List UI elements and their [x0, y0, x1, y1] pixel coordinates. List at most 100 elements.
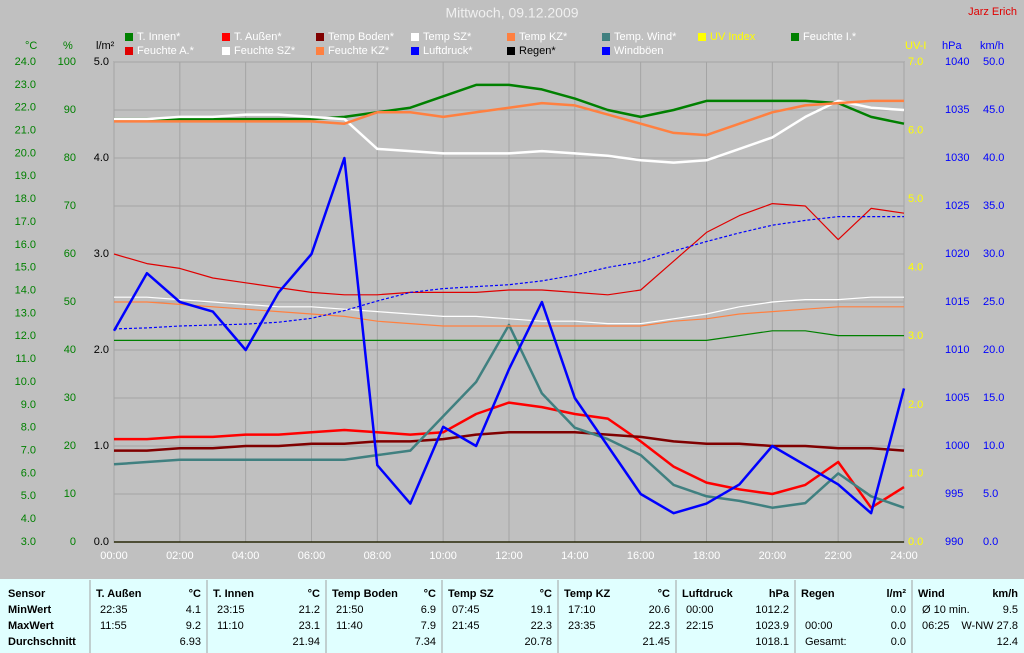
legend-label: T. Außen*: [234, 31, 282, 43]
y-tick-label: 18.0: [15, 193, 36, 205]
series-line: [114, 99, 905, 164]
cell-value: 23.1: [299, 620, 320, 632]
row-label: MaxWert: [8, 620, 54, 632]
y-tick-label: 1040: [945, 56, 969, 68]
legend-swatch: [507, 33, 515, 41]
cell-value: 0.0: [891, 636, 906, 648]
row-label: Sensor: [8, 588, 46, 600]
y-tick-label: 6.0: [21, 467, 36, 479]
cell-value: 0.0: [891, 620, 906, 632]
x-tick-label: 10:00: [429, 550, 457, 562]
legend-label: Temp SZ*: [423, 31, 472, 43]
cell-left: 22:35: [100, 604, 128, 616]
x-tick-label: 14:00: [561, 550, 589, 562]
y-tick-label: 5.0: [983, 488, 998, 500]
y-tick-label: 20: [64, 440, 76, 452]
cell-left: 11:40: [336, 620, 363, 632]
y-tick-label: 9.0: [21, 399, 36, 411]
x-tick-label: 24:00: [890, 550, 918, 562]
cell-value: 9.5: [1003, 604, 1018, 616]
y-tick-label: 20.0: [15, 147, 36, 159]
legend-label: Feuchte SZ*: [234, 45, 296, 57]
series-line: [114, 330, 904, 341]
column-name: Temp KZ: [564, 588, 611, 600]
y-tick-label: 7.0: [21, 444, 36, 456]
legend-swatch: [698, 33, 706, 41]
cell-left: 07:45: [452, 604, 480, 616]
y-tick-label: 1000: [945, 440, 969, 452]
cell-value: 12.4: [997, 636, 1018, 648]
y-tick-label: 6.0: [908, 124, 923, 136]
y-tick-label: 3.0: [908, 330, 923, 342]
x-tick-label: 20:00: [759, 550, 787, 562]
cell-value: 6.93: [180, 636, 201, 648]
legend-swatch: [791, 33, 799, 41]
y-tick-label: 0: [70, 536, 76, 548]
legend-label: Temp KZ*: [519, 31, 568, 43]
axis-title: l/m²: [96, 40, 115, 52]
legend-label: Luftdruck*: [423, 45, 473, 57]
column-name: T. Außen: [96, 588, 142, 600]
y-tick-label: 1015: [945, 296, 969, 308]
cell-left: 23:35: [568, 620, 596, 632]
y-tick-label: 19.0: [15, 170, 36, 182]
x-tick-label: 08:00: [364, 550, 392, 562]
legend-swatch: [125, 47, 133, 55]
cell-value: 21.2: [299, 604, 320, 616]
cell-left: 00:00: [686, 604, 714, 616]
y-tick-label: 60: [64, 248, 76, 260]
legend-label: Temp Boden*: [328, 31, 395, 43]
cell-value: 1012.2: [755, 604, 789, 616]
y-tick-label: 1005: [945, 392, 969, 404]
legend-label: UV Index: [710, 31, 756, 43]
cell-left: 00:00: [805, 620, 833, 632]
y-tick-label: 10: [64, 488, 76, 500]
y-tick-label: 13.0: [15, 307, 36, 319]
cell-left: 21:45: [452, 620, 480, 632]
legend-swatch: [316, 33, 324, 41]
series-line: [114, 296, 904, 325]
cell-value: 22.3: [531, 620, 552, 632]
row-label: Durchschnitt: [8, 636, 76, 648]
column-name: Temp SZ: [448, 588, 494, 600]
legend-swatch: [222, 33, 230, 41]
cell-value: 4.1: [186, 604, 201, 616]
y-tick-label: 2.0: [908, 399, 923, 411]
row-label: MinWert: [8, 604, 52, 616]
cell-left: 06:25: [922, 620, 950, 632]
y-tick-label: 22.0: [15, 102, 36, 114]
x-tick-label: 18:00: [693, 550, 721, 562]
cell-value: 0.0: [891, 604, 906, 616]
y-tick-label: 50.0: [983, 56, 1004, 68]
cell-value: 7.34: [415, 636, 436, 648]
cell-left: 23:15: [217, 604, 245, 616]
y-tick-label: 4.0: [94, 152, 109, 164]
column-unit: °C: [658, 588, 670, 600]
y-tick-label: 20.0: [983, 344, 1004, 356]
legend-label: Feuchte A.*: [137, 45, 195, 57]
column-name: T. Innen: [213, 588, 254, 600]
cell-left: 22:15: [686, 620, 714, 632]
axis-title: °C: [25, 40, 37, 52]
y-tick-label: 15.0: [15, 262, 36, 274]
y-tick-label: 14.0: [15, 284, 36, 296]
y-tick-label: 1020: [945, 248, 969, 260]
series-line: [112, 156, 906, 515]
legend-label: Windböen: [614, 45, 664, 57]
y-tick-label: 23.0: [15, 79, 36, 91]
y-tick-label: 1035: [945, 104, 969, 116]
y-tick-label: 24.0: [15, 56, 36, 68]
y-tick-label: 3.0: [94, 248, 109, 260]
y-tick-label: 25.0: [983, 296, 1004, 308]
x-tick-label: 00:00: [100, 550, 128, 562]
legend-swatch: [125, 33, 133, 41]
y-tick-label: 1010: [945, 344, 969, 356]
y-tick-label: 0.0: [908, 536, 923, 548]
legend-swatch: [411, 33, 419, 41]
legend-label: Temp. Wind*: [614, 31, 677, 43]
y-tick-label: 0.0: [983, 536, 998, 548]
series-line: [114, 83, 905, 125]
cell-value: 7.9: [421, 620, 436, 632]
y-tick-label: 0.0: [94, 536, 109, 548]
